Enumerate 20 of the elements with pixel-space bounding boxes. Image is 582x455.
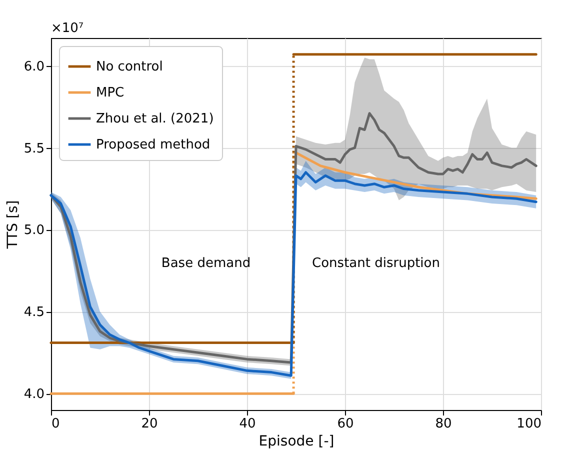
legend-label: MPC [96, 86, 124, 100]
legend-label: No control [96, 60, 163, 74]
y-tick-label: 5.0 [24, 223, 44, 238]
y-tick-label: 5.5 [24, 141, 44, 156]
x-tick-label: 20 [141, 416, 158, 432]
x-axis-title: Episode [-] [258, 434, 334, 450]
x-tick-label: 80 [435, 416, 452, 432]
x-tick-label: 100 [516, 416, 542, 432]
y-tick-label: 6.0 [24, 59, 44, 74]
x-tick-label: 40 [239, 416, 256, 432]
text: ×10⁷ [51, 21, 84, 36]
y-tick-label: 4.0 [24, 387, 44, 402]
y-tick-label: 4.5 [24, 305, 44, 320]
x-tick-label: 60 [337, 416, 354, 432]
legend-label: Zhou et al. (2021) [96, 112, 214, 126]
annotation: Base demand [161, 256, 251, 271]
x-tick-label: 0 [52, 416, 60, 432]
y-axis-title: TTS [s] [4, 200, 21, 250]
annotation: Constant disruption [312, 256, 440, 271]
legend-label: Proposed method [96, 138, 210, 152]
